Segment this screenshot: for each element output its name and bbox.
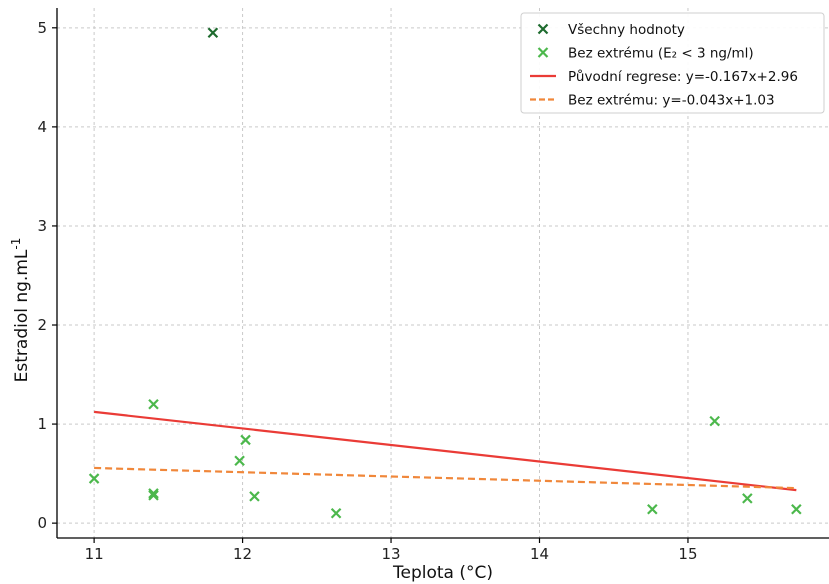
x-tick-label: 13 — [381, 545, 400, 563]
data-point — [90, 474, 99, 483]
data-point — [648, 505, 657, 514]
x-tick-label: 11 — [85, 545, 104, 563]
y-axis-title-sup: -1 — [9, 238, 23, 250]
y-axis-title: Estradiol ng.mL-1 — [9, 238, 32, 383]
x-ticks: 11 12 13 14 15 — [85, 538, 698, 563]
y-tick-label: 0 — [37, 514, 47, 532]
y-tick-label: 3 — [37, 217, 47, 235]
regression-line — [94, 412, 796, 490]
x-tick-label: 14 — [530, 545, 549, 563]
y-tick-label: 4 — [37, 118, 47, 136]
y-ticks: 0 1 2 3 4 5 — [37, 19, 57, 532]
x-tick-label: 15 — [678, 545, 697, 563]
y-axis-title-main: Estradiol ng.mL — [12, 249, 32, 382]
y-tick-label: 1 — [37, 415, 47, 433]
data-point — [710, 417, 719, 426]
legend-label: Všechny hodnoty — [568, 22, 685, 38]
legend-label: Bez extrému (E₂ < 3 ng/ml) — [568, 46, 754, 62]
legend: Všechny hodnoty Bez extrému (E₂ < 3 ng/ml… — [521, 13, 824, 113]
data-point — [250, 492, 259, 501]
data-point — [149, 400, 158, 409]
y-tick-label: 2 — [37, 316, 47, 334]
legend-label: Bez extrému: y=-0.043x+1.03 — [568, 93, 775, 109]
data-point — [332, 509, 341, 518]
x-axis-title: Teplota (°C) — [392, 563, 493, 583]
data-point — [743, 494, 752, 503]
regression-lines — [94, 412, 796, 490]
data-point — [792, 505, 801, 514]
data-point — [208, 28, 217, 37]
x-tick-label: 12 — [233, 545, 252, 563]
y-tick-label: 5 — [37, 19, 47, 37]
legend-label: Původní regrese: y=-0.167x+2.96 — [568, 69, 798, 85]
data-point — [241, 435, 250, 444]
